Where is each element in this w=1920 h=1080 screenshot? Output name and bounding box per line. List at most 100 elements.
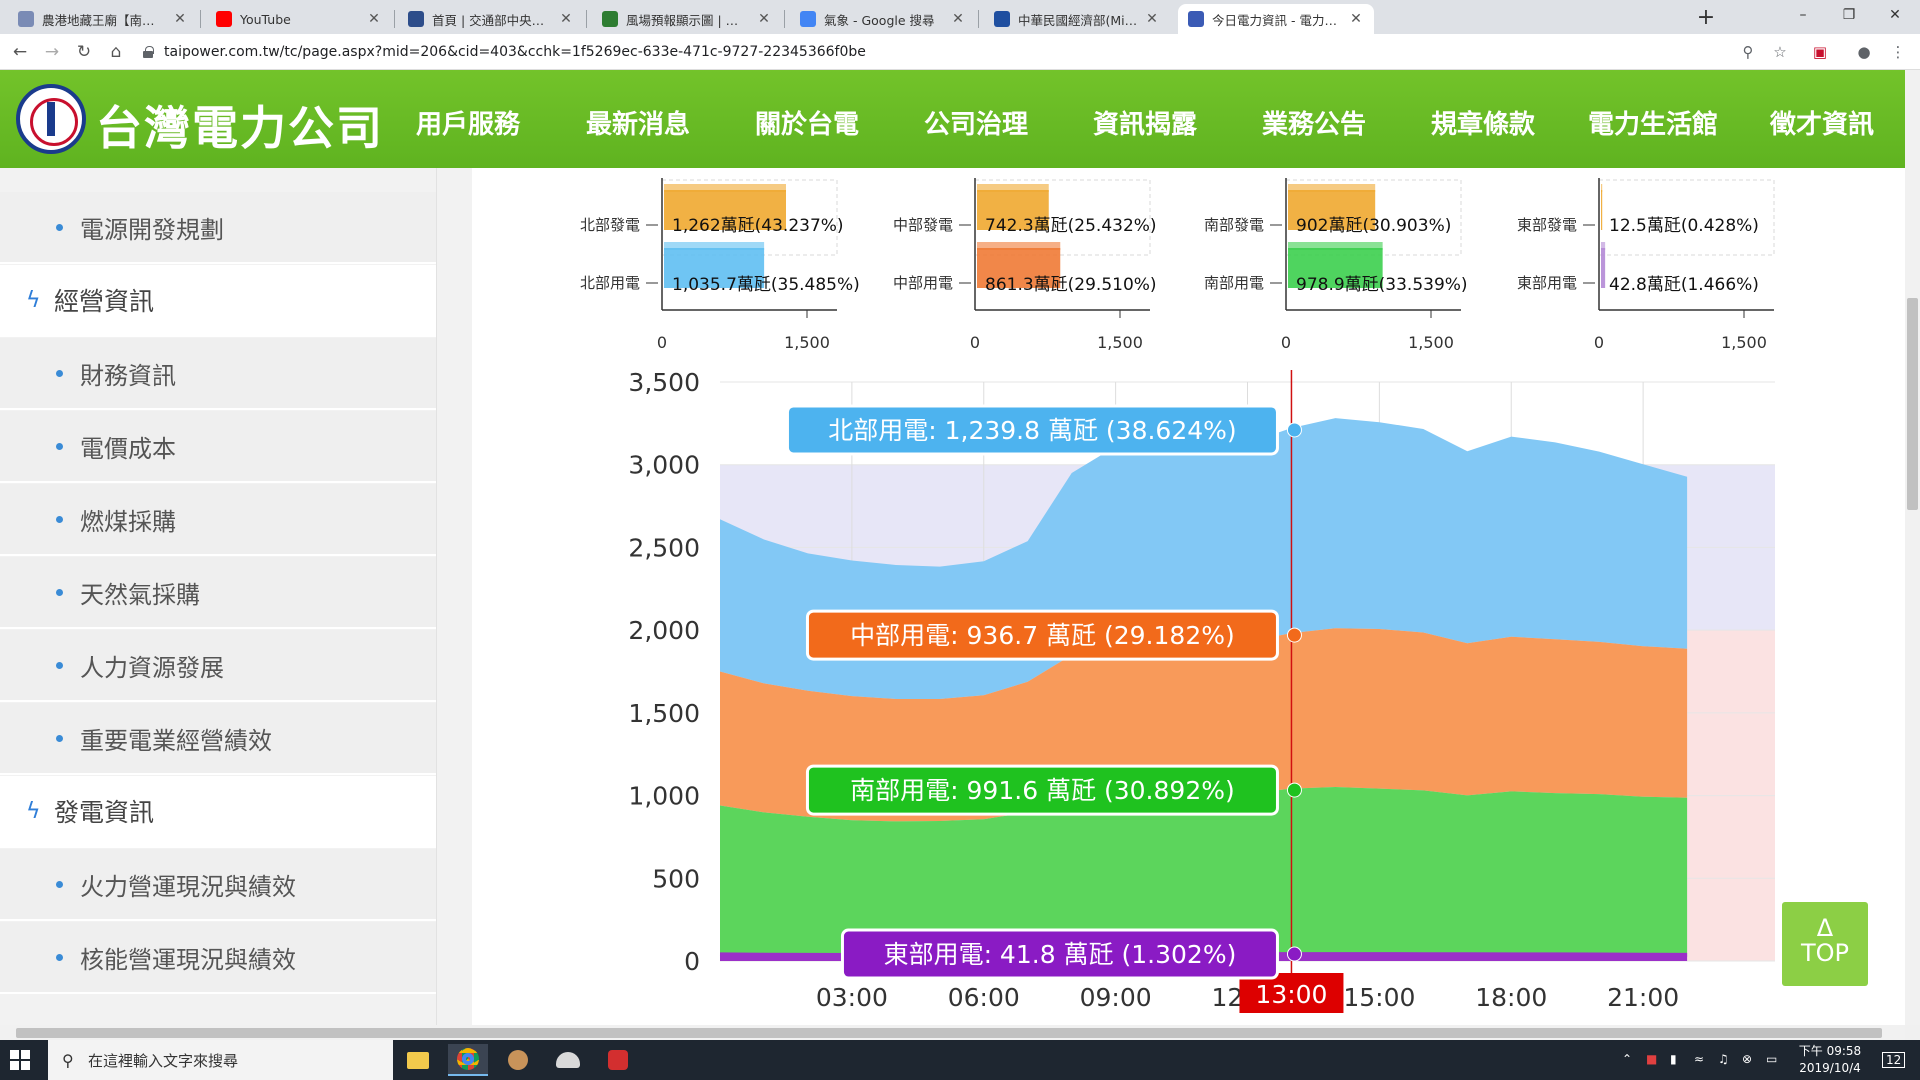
nav-item[interactable]: 電力生活館	[1588, 110, 1719, 140]
sidebar-item[interactable]: 電源開發規劃	[0, 192, 436, 264]
taskbar-clock[interactable]: 下午 09:58 2019/10/4	[1790, 1043, 1870, 1077]
y-tick-label: 500	[652, 864, 700, 893]
tray-volume-icon[interactable]: ♫	[1718, 1052, 1729, 1066]
site-logo-text[interactable]: 台灣電力公司	[96, 101, 384, 155]
generation-bar-top	[664, 184, 786, 192]
notification-center-icon[interactable]: 12	[1882, 1052, 1906, 1068]
sidebar-label: 核能營運現況與績效	[80, 945, 296, 974]
horizontal-scrollbar-thumb[interactable]	[16, 1028, 1882, 1038]
bar-data-label: 42.8萬瓩(1.466%)	[1609, 275, 1759, 295]
tray-keyboard-icon[interactable]: ▭	[1766, 1052, 1778, 1066]
browser-tab[interactable]: YouTube ✕	[206, 4, 392, 34]
clock-date: 2019/10/4	[1799, 1061, 1861, 1075]
tab-separator	[586, 10, 587, 28]
nav-item[interactable]: 業務公告	[1262, 110, 1367, 140]
forward-icon[interactable]: →	[44, 42, 60, 62]
reload-icon[interactable]: ↻	[76, 42, 92, 62]
profile-icon[interactable]: ●	[1857, 43, 1871, 61]
bookmark-star-icon[interactable]: ☆	[1773, 43, 1787, 61]
tray-ime-icon[interactable]: ⊗	[1742, 1052, 1753, 1066]
bar-tick-label: 1,500	[1721, 333, 1767, 352]
bullet-icon	[56, 661, 63, 669]
minimize-icon[interactable]: –	[1799, 7, 1807, 23]
vertical-scrollbar[interactable]	[1905, 70, 1920, 1025]
zoom-icon[interactable]: ⚲	[1742, 43, 1754, 61]
browser-tab[interactable]: 首頁 | 交通部中央氣象局 ✕	[398, 4, 584, 34]
bullet-icon	[56, 442, 63, 450]
tab-close-icon[interactable]: ✕	[368, 11, 380, 27]
tab-close-icon[interactable]: ✕	[952, 11, 964, 27]
browser-tab[interactable]: 氣象 - Google 搜尋 ✕	[790, 4, 976, 34]
bar-tick-label: 1,500	[784, 333, 830, 352]
restore-icon[interactable]: ❐	[1842, 7, 1856, 23]
page-icon	[18, 11, 34, 27]
menu-icon[interactable]: ⋮	[1890, 43, 1906, 61]
bar-data-label: 861.3萬瓩(29.510%)	[985, 275, 1157, 295]
tray-battery-icon[interactable]: ▮	[1670, 1052, 1677, 1066]
nav-item[interactable]: 最新消息	[586, 110, 691, 140]
new-tab-button[interactable]: +	[1696, 5, 1716, 30]
app-icon-squirrel[interactable]	[498, 1044, 538, 1076]
sidebar-item[interactable]: 燃煤採購	[0, 484, 436, 556]
sidebar-category[interactable]: ϟ 發電資訊	[0, 776, 436, 848]
tray-wifi-icon[interactable]: ≈	[1694, 1052, 1705, 1066]
taskbar-search-box[interactable]: ⚲ 在這裡輸入文字來搜尋	[48, 1040, 393, 1080]
browser-tab[interactable]: 風場預報顯示圖 | 交通部中央氣象局 ✕	[592, 4, 782, 34]
windows-start-icon[interactable]	[10, 1050, 30, 1070]
nav-item[interactable]: 關於台電	[755, 110, 860, 140]
bar-tick-label: 0	[970, 333, 980, 352]
browser-tab[interactable]: 農港地藏王廟【南柯園地藏王廟】... ✕	[8, 4, 198, 34]
close-window-icon[interactable]: ✕	[1889, 7, 1901, 23]
sidebar-item[interactable]: 財務資訊	[0, 338, 436, 410]
browser-tab[interactable]: 今日電力資訊 - 電力供需資訊 - 台灣電力公司 ✕	[1178, 4, 1374, 34]
bullet-icon	[56, 369, 63, 377]
extension-icon[interactable]: ▣	[1812, 43, 1828, 61]
y-tick-label: 3,000	[628, 451, 700, 480]
vertical-scrollbar-thumb[interactable]	[1907, 298, 1918, 510]
sidebar-label: 發電資訊	[54, 798, 155, 827]
tab-title: 今日電力資訊 - 電力供需資訊 - 台灣電力公司	[1212, 12, 1342, 28]
sidebar-item[interactable]: 電價成本	[0, 411, 436, 483]
back-to-top-button[interactable]: Δ TOP	[1782, 902, 1868, 986]
chrome-icon[interactable]	[448, 1044, 488, 1076]
crosshair-label: 13:00	[1255, 980, 1327, 1009]
x-tick-label: 21:00	[1607, 983, 1679, 1012]
nav-item[interactable]: 用戶服務	[416, 110, 521, 140]
tab-close-icon[interactable]: ✕	[174, 11, 186, 27]
tab-close-icon[interactable]: ✕	[758, 11, 770, 27]
nav-item[interactable]: 資訊揭露	[1093, 110, 1198, 140]
clock-time: 下午 09:58	[1798, 1044, 1862, 1058]
bullet-icon	[56, 734, 63, 742]
taipower-logo-icon[interactable]	[16, 84, 86, 154]
bullet-icon	[56, 223, 63, 231]
file-explorer-icon[interactable]	[398, 1044, 438, 1076]
url-text: taipower.com.tw/tc/page.aspx?mid=206&cid…	[164, 44, 866, 60]
sidebar-item[interactable]: 核能營運現況與績效	[0, 922, 436, 994]
nav-item[interactable]: 公司治理	[924, 110, 1029, 140]
app-icon-helmet[interactable]	[548, 1044, 588, 1076]
home-icon[interactable]: ⌂	[110, 42, 122, 62]
browser-tab[interactable]: 中華民國經濟部(Ministry of Economic Affairs) ✕	[984, 4, 1170, 34]
back-icon[interactable]: ←	[12, 42, 28, 62]
tab-close-icon[interactable]: ✕	[560, 11, 572, 27]
address-bar[interactable]: taipower.com.tw/tc/page.aspx?mid=206&cid…	[142, 38, 1542, 66]
sidebar-label: 燃煤採購	[80, 507, 176, 536]
bullet-icon	[56, 953, 63, 961]
tray-security-icon[interactable]: ■	[1646, 1052, 1658, 1066]
sidebar-category[interactable]: ϟ 經營資訊	[0, 265, 436, 337]
tray-chevron-icon[interactable]: ⌃	[1622, 1052, 1633, 1066]
nav-item[interactable]: 規章條款	[1431, 110, 1536, 140]
sidebar-item[interactable]: 天然氣採購	[0, 557, 436, 629]
sidebar-item[interactable]: 火力營運現況與績效	[0, 849, 436, 921]
sidebar-item[interactable]: 重要電業經營績效	[0, 703, 436, 775]
tab-close-icon[interactable]: ✕	[1350, 11, 1362, 27]
bar-data-label: 902萬瓩(30.903%)	[1296, 216, 1451, 236]
notification-count: 12	[1886, 1053, 1902, 1067]
tooltip-point-marker	[1286, 627, 1302, 643]
windows-taskbar: ⚲ 在這裡輸入文字來搜尋 ⌃ ■ ▮ ≈ ♫ ⊗ ▭ 下午 09:58 2019…	[0, 1040, 1920, 1080]
sidebar-item[interactable]: 人力資源發展	[0, 630, 436, 702]
tab-close-icon[interactable]: ✕	[1146, 11, 1158, 27]
lightning-icon: ϟ	[26, 798, 41, 824]
nav-item[interactable]: 徵才資訊	[1770, 110, 1875, 140]
app-icon-red[interactable]	[598, 1044, 638, 1076]
